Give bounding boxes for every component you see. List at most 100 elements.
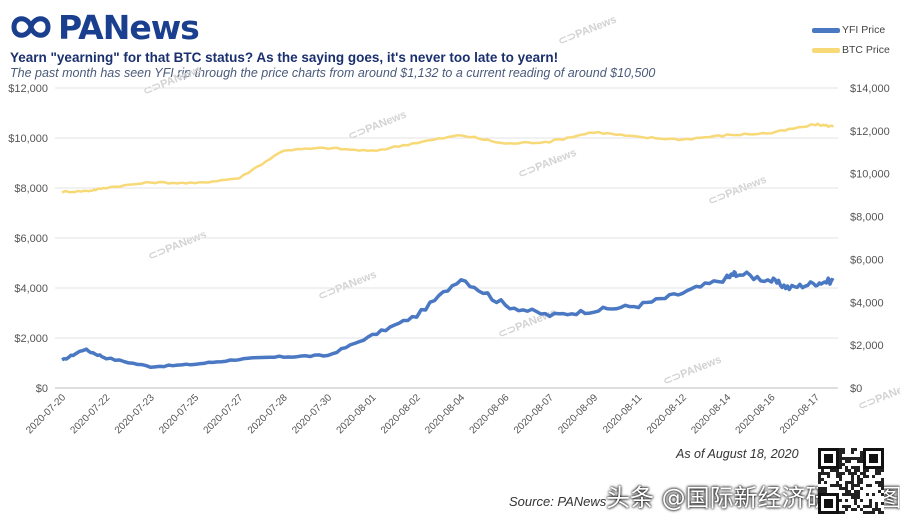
- x-tick-label: 2020-08-14: [689, 392, 733, 436]
- qr-module: [845, 508, 848, 511]
- watermark-text: ⊂⊃PANews: [517, 147, 579, 181]
- qr-module: [854, 493, 857, 496]
- qr-module: [881, 481, 884, 484]
- qr-module: [872, 511, 875, 514]
- right-axis: $0 $2,000 $4,000 $6,000 $8,000 $10,000 $12,000…: [850, 83, 890, 395]
- qr-module: [842, 472, 845, 475]
- qr-module: [851, 457, 854, 460]
- qr-module: [836, 469, 839, 472]
- qr-module: [854, 469, 857, 472]
- qr-module: [878, 511, 881, 514]
- qr-module: [857, 496, 860, 499]
- qr-code-icon: [818, 448, 884, 514]
- qr-module: [878, 508, 881, 511]
- qr-module: [881, 478, 884, 481]
- qr-module: [839, 478, 842, 481]
- left-tick-label: $6,000: [14, 233, 48, 245]
- qr-module: [875, 472, 878, 475]
- qr-module: [854, 472, 857, 475]
- qr-module: [854, 496, 857, 499]
- left-tick-label: $0: [36, 383, 48, 395]
- qr-module: [845, 469, 848, 472]
- qr-module: [860, 451, 863, 454]
- qr-module: [875, 508, 878, 511]
- qr-finder-core: [824, 499, 833, 508]
- qr-module: [863, 511, 866, 514]
- qr-module: [851, 475, 854, 478]
- qr-module: [839, 460, 842, 463]
- qr-module: [851, 487, 854, 490]
- x-tick-label: 2020-08-07: [512, 392, 556, 436]
- qr-finder: [863, 448, 884, 469]
- qr-module: [854, 466, 857, 469]
- x-tick-label: 2020-08-04: [423, 392, 467, 436]
- qr-module: [818, 490, 821, 493]
- chart-headline: Yearn "yearning" for that BTC status? As…: [10, 50, 559, 65]
- qr-module: [842, 457, 845, 460]
- qr-module: [878, 469, 881, 472]
- x-tick-label: 2020-07-30: [290, 392, 334, 436]
- qr-module: [839, 466, 842, 469]
- gridlines: [55, 87, 838, 389]
- right-tick-label: $0: [850, 383, 862, 395]
- qr-module: [860, 478, 863, 481]
- left-axis: $0 $2,000 $4,000 $6,000 $8,000 $10,000 $12,000: [8, 83, 48, 395]
- qr-module: [845, 499, 848, 502]
- qr-module: [851, 493, 854, 496]
- qr-module: [839, 475, 842, 478]
- qr-module: [869, 505, 872, 508]
- watermark-text: ⊂⊃PANews: [707, 174, 769, 208]
- qr-module: [881, 493, 884, 496]
- x-tick-label: 2020-07-22: [69, 392, 113, 436]
- qr-module: [869, 511, 872, 514]
- qr-module: [821, 478, 824, 481]
- watermark-layer: ⊂⊃PANews ⊂⊃PANews ⊂⊃PANews ⊂⊃PANews ⊂⊃PANews…: [142, 14, 900, 413]
- qr-finder: [818, 448, 839, 469]
- qr-module: [851, 466, 854, 469]
- qr-module: [839, 472, 842, 475]
- qr-module: [851, 481, 854, 484]
- qr-module: [851, 508, 854, 511]
- qr-module: [839, 454, 842, 457]
- qr-module: [851, 472, 854, 475]
- watermark-text: ⊂⊃PANews: [147, 229, 209, 263]
- series-layer: [61, 122, 835, 370]
- qr-module: [848, 490, 851, 493]
- qr-module: [878, 490, 881, 493]
- qr-module: [821, 469, 824, 472]
- right-tick-label: $10,000: [850, 169, 890, 181]
- qr-module: [857, 478, 860, 481]
- qr-module: [881, 484, 884, 487]
- right-tick-label: $2,000: [850, 340, 884, 352]
- qr-module: [821, 487, 824, 490]
- qr-module: [857, 484, 860, 487]
- qr-module: [878, 472, 881, 475]
- qr-module: [818, 487, 821, 490]
- qr-module: [842, 511, 845, 514]
- qr-module: [872, 475, 875, 478]
- x-tick-label: 2020-08-02: [379, 392, 423, 436]
- qr-module: [881, 469, 884, 472]
- qr-module: [839, 463, 842, 466]
- qr-module: [839, 511, 842, 514]
- qr-module: [866, 469, 869, 472]
- qr-module: [866, 511, 869, 514]
- chart-subtitle: The past month has seen YFI rip through …: [10, 66, 656, 80]
- qr-module: [881, 502, 884, 505]
- qr-module: [869, 502, 872, 505]
- qr-module: [875, 469, 878, 472]
- series-line-yfi: [61, 270, 835, 370]
- qr-module: [866, 505, 869, 508]
- qr-module: [863, 475, 866, 478]
- qr-module: [851, 478, 854, 481]
- qr-module: [881, 487, 884, 490]
- left-tick-label: $10,000: [8, 133, 48, 145]
- qr-module: [845, 493, 848, 496]
- qr-module: [857, 481, 860, 484]
- qr-module: [866, 475, 869, 478]
- qr-module: [845, 487, 848, 490]
- logo-text: PANews: [58, 7, 200, 47]
- qr-module: [860, 499, 863, 502]
- watermark-text: ⊂⊃PANews: [857, 379, 900, 413]
- qr-module: [842, 493, 845, 496]
